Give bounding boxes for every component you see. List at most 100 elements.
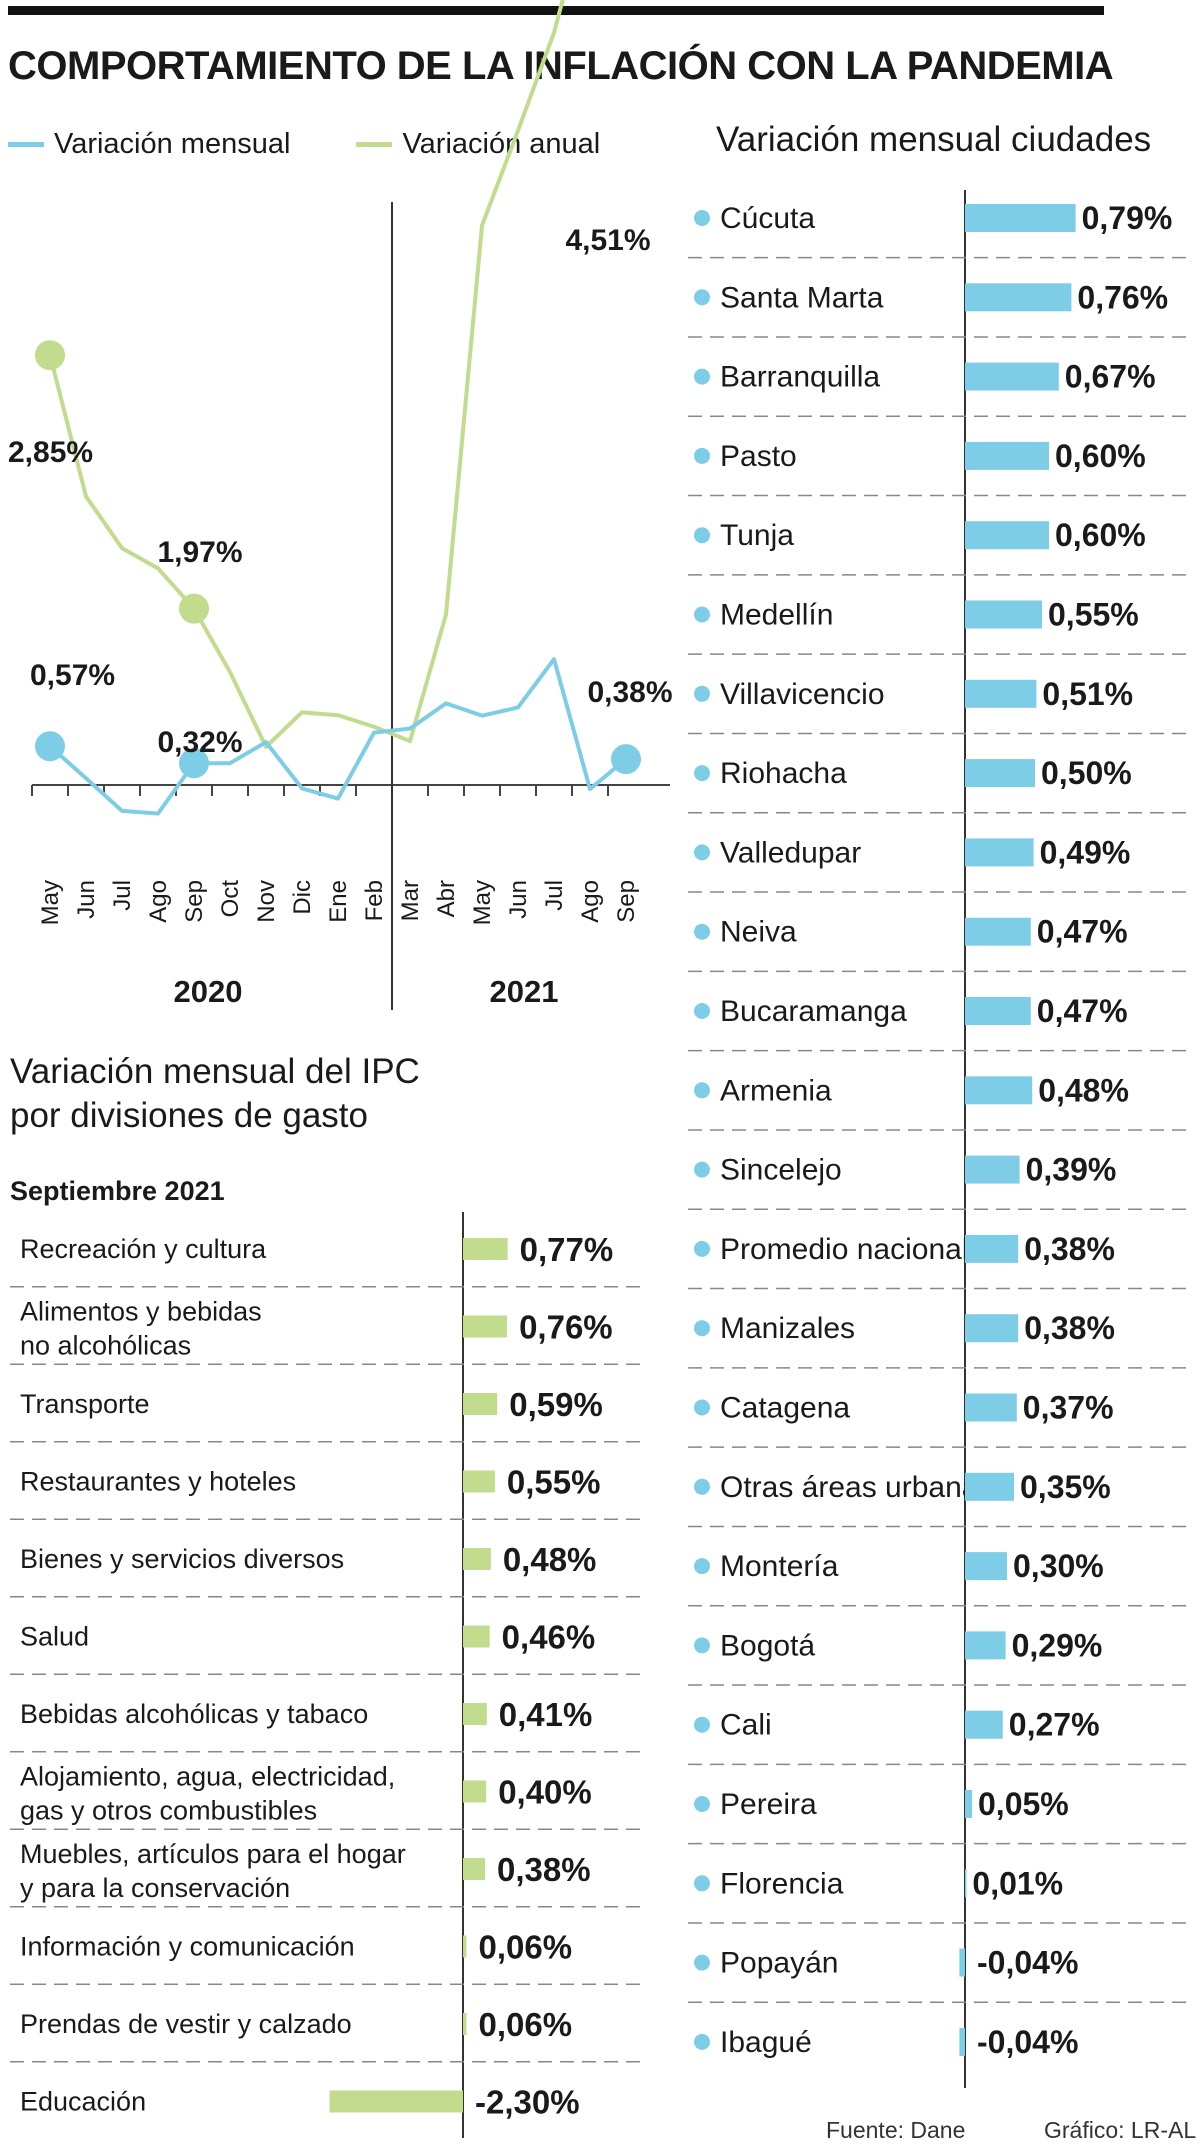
ipc-bar: [463, 1703, 487, 1725]
city-label: Santa Marta: [720, 281, 884, 314]
city-value-label: 0,79%: [1082, 200, 1173, 236]
x-tick-label: May: [469, 880, 496, 925]
x-tick-label: Ago: [145, 880, 172, 923]
data-label-monthly-sep2020: 0,32%: [157, 726, 242, 759]
city-value-label: 0,67%: [1065, 359, 1156, 395]
city-label: Montería: [720, 1550, 839, 1583]
city-label: Ibagué: [720, 2026, 812, 2059]
ipc-bar: [463, 1393, 498, 1415]
city-value-label: 0,48%: [1038, 1072, 1129, 1108]
city-bullet: [694, 527, 710, 544]
x-tick-label: Jun: [505, 880, 532, 919]
ipc-value-label: 0,46%: [502, 1619, 596, 1656]
city-value-label: 0,47%: [1037, 914, 1128, 950]
city-bullet: [694, 1320, 710, 1337]
ipc-label: Transporte: [20, 1389, 150, 1419]
x-tick-label: Dic: [289, 880, 316, 915]
city-bar: [965, 1790, 972, 1818]
ipc-value-label: 0,06%: [478, 2006, 572, 2043]
ipc-value-label: 0,59%: [509, 1386, 603, 1423]
annual-series-line: [48, 0, 565, 749]
city-value-label: 0,76%: [1077, 279, 1168, 315]
city-bullet: [694, 210, 710, 226]
city-value-label: 0,51%: [1042, 676, 1133, 712]
city-bullet: [694, 1954, 710, 1971]
city-bullet: [694, 1716, 710, 1733]
ipc-bar: [463, 1780, 487, 1803]
ipc-label: Recreación y cultura: [20, 1234, 267, 1264]
ipc-label: Bienes y servicios diversos: [20, 1544, 344, 1574]
ipc-label: gas y otros combustibles: [20, 1796, 317, 1826]
city-bar: [965, 1710, 1003, 1739]
city-value-label: 0,60%: [1055, 438, 1146, 474]
ipc-bar: [463, 2013, 467, 2035]
x-tick-label: Ene: [325, 880, 352, 923]
city-bullet: [694, 1003, 710, 1019]
ipc-label: no alcohólicas: [20, 1331, 191, 1361]
data-label-monthly-first: 0,57%: [30, 659, 115, 692]
data-label-annual-sep2020: 1,97%: [157, 536, 242, 569]
ipc-value-label: -2,30%: [475, 2084, 580, 2121]
city-bar: [965, 1314, 1019, 1343]
year-label-2020: 2020: [174, 974, 243, 1009]
ipc-label: Alimentos y bebidas: [20, 1297, 262, 1327]
city-bar: [965, 1393, 1017, 1422]
ipc-label: Información y comunicación: [20, 1932, 355, 1962]
city-bar: [965, 679, 1037, 708]
footer-source: Fuente: Dane: [826, 2117, 966, 2143]
footer-credit: Gráfico: LR-AL: [1044, 2117, 1197, 2143]
city-bar: [965, 1155, 1020, 1184]
legend-item-monthly: Variación mensual: [8, 128, 290, 161]
city-bullet: [694, 1240, 710, 1257]
city-label: Tunja: [720, 519, 794, 552]
city-label: Villavicencio: [720, 678, 885, 711]
city-label: Sincelejo: [720, 1154, 842, 1187]
city-bar: [965, 997, 1031, 1025]
city-bar: [965, 1076, 1033, 1105]
city-label: Riohacha: [720, 757, 847, 790]
ipc-label: Restaurantes y hoteles: [20, 1467, 296, 1497]
city-label: Bogotá: [720, 1629, 815, 1662]
city-bar: [965, 521, 1049, 550]
city-bullet: [694, 368, 710, 385]
city-bar: [965, 204, 1076, 232]
city-bullet: [694, 765, 710, 782]
ipc-bar: [463, 1625, 490, 1648]
city-bar: [965, 600, 1042, 629]
city-bar: [959, 2027, 965, 2056]
ipc-chart-subtitle: Septiembre 2021: [10, 1176, 225, 1206]
data-label-monthly-last: 0,38%: [587, 676, 672, 709]
city-bar: [959, 1948, 965, 1977]
data-label-annual-last: 4,51%: [565, 224, 650, 257]
city-value-label: 0,37%: [1023, 1390, 1114, 1426]
monthly-point-sep: [179, 748, 209, 779]
ipc-value-label: 0,48%: [503, 1541, 597, 1578]
city-label: Cali: [720, 1709, 772, 1742]
city-label: Armenia: [720, 1074, 832, 1107]
ipc-value-label: 0,40%: [498, 1774, 592, 1811]
city-bullet: [694, 1478, 710, 1495]
city-value-label: 0,49%: [1040, 834, 1131, 870]
city-bullet: [694, 2033, 710, 2050]
city-bullet: [694, 1082, 710, 1099]
annual-point-sep: [179, 593, 209, 624]
city-bar: [965, 1234, 1019, 1263]
city-value-label: 0,27%: [1009, 1707, 1100, 1743]
ipc-label: Salud: [20, 1622, 89, 1652]
city-bullet: [694, 1161, 710, 1178]
city-value-label: 0,50%: [1041, 755, 1132, 791]
x-tick-label: Oct: [217, 880, 244, 918]
city-bullet: [694, 289, 710, 306]
city-bar: [965, 1472, 1014, 1501]
city-label: Pasto: [720, 440, 797, 473]
city-value-label: 0,39%: [1026, 1152, 1117, 1188]
legend-swatch-monthly: [8, 142, 44, 147]
city-bullet: [694, 1399, 710, 1416]
city-label: Bucaramanga: [720, 995, 907, 1028]
city-bar: [965, 362, 1059, 391]
top-rule: [8, 6, 1104, 15]
legend-label-annual: Variación anual: [402, 128, 601, 160]
x-tick-label: Sep: [613, 880, 640, 923]
city-label: Promedio nacional: [720, 1233, 968, 1266]
